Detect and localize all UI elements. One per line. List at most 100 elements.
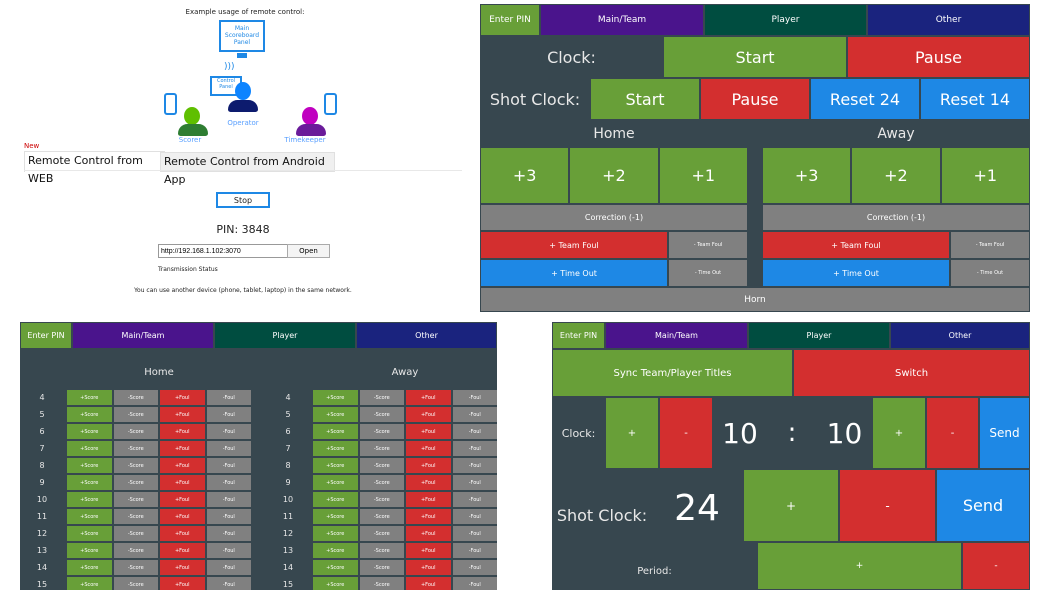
shot-start-button[interactable]: Start	[590, 78, 700, 120]
home-plus-score-button[interactable]: +Score	[66, 508, 113, 525]
tab-android[interactable]: Remote Control from Android App	[160, 152, 335, 186]
away-plus-foul-button[interactable]: +Foul	[405, 406, 452, 423]
home-team-foul-plus-button[interactable]: + Team Foul	[480, 231, 668, 259]
home-plus-score-button[interactable]: +Score	[66, 491, 113, 508]
home-minus-score-button[interactable]: -Score	[112, 457, 159, 474]
tab-main-team[interactable]: Main/Team	[540, 4, 704, 36]
home-plus-foul-button[interactable]: +Foul	[159, 576, 206, 590]
tab-main-team[interactable]: Main/Team	[605, 322, 748, 349]
away-plus-score-button[interactable]: +Score	[312, 576, 359, 590]
home-plus-foul-button[interactable]: +Foul	[159, 559, 206, 576]
sync-titles-button[interactable]: Sync Team/Player Titles	[552, 349, 793, 397]
home-minus-foul-button[interactable]: -Foul	[205, 389, 252, 406]
home-plus-score-button[interactable]: +Score	[66, 474, 113, 491]
tab-other[interactable]: Other	[890, 322, 1030, 349]
away-plus-3-button[interactable]: +3	[762, 147, 852, 204]
away-plus-score-button[interactable]: +Score	[312, 440, 359, 457]
away-team-foul-plus-button[interactable]: + Team Foul	[762, 231, 950, 259]
home-minus-score-button[interactable]: -Score	[112, 423, 159, 440]
home-minus-score-button[interactable]: -Score	[112, 525, 159, 542]
home-plus-score-button[interactable]: +Score	[66, 423, 113, 440]
home-minus-foul-button[interactable]: -Foul	[205, 491, 252, 508]
minutes-plus-button[interactable]: +	[605, 397, 659, 469]
away-minus-foul-button[interactable]: -Foul	[451, 389, 497, 406]
home-plus-foul-button[interactable]: +Foul	[159, 525, 206, 542]
shot-pause-button[interactable]: Pause	[700, 78, 810, 120]
seconds-plus-button[interactable]: +	[872, 397, 926, 469]
clock-start-button[interactable]: Start	[663, 36, 847, 78]
away-plus-foul-button[interactable]: +Foul	[405, 542, 452, 559]
home-timeout-plus-button[interactable]: + Time Out	[480, 259, 668, 287]
open-button[interactable]: Open	[287, 244, 330, 258]
home-plus-foul-button[interactable]: +Foul	[159, 491, 206, 508]
away-plus-foul-button[interactable]: +Foul	[405, 508, 452, 525]
away-plus-score-button[interactable]: +Score	[312, 491, 359, 508]
away-plus-score-button[interactable]: +Score	[312, 457, 359, 474]
home-plus-foul-button[interactable]: +Foul	[159, 389, 206, 406]
home-plus-1-button[interactable]: +1	[658, 147, 748, 204]
home-minus-score-button[interactable]: -Score	[112, 440, 159, 457]
away-minus-score-button[interactable]: -Score	[358, 474, 405, 491]
away-minus-foul-button[interactable]: -Foul	[451, 457, 497, 474]
away-minus-foul-button[interactable]: -Foul	[451, 525, 497, 542]
period-minus-button[interactable]: -	[962, 542, 1030, 590]
away-plus-foul-button[interactable]: +Foul	[405, 491, 452, 508]
home-plus-foul-button[interactable]: +Foul	[159, 423, 206, 440]
home-team-foul-minus-button[interactable]: - Team Foul	[668, 231, 748, 259]
away-plus-1-button[interactable]: +1	[940, 147, 1030, 204]
home-minus-score-button[interactable]: -Score	[112, 576, 159, 590]
away-plus-score-button[interactable]: +Score	[312, 525, 359, 542]
home-minus-score-button[interactable]: -Score	[112, 406, 159, 423]
away-minus-foul-button[interactable]: -Foul	[451, 474, 497, 491]
home-plus-foul-button[interactable]: +Foul	[159, 406, 206, 423]
clock-pause-button[interactable]: Pause	[847, 36, 1030, 78]
away-minus-score-button[interactable]: -Score	[358, 576, 405, 590]
home-minus-score-button[interactable]: -Score	[112, 474, 159, 491]
horn-button[interactable]: Horn	[480, 287, 1030, 312]
home-minus-score-button[interactable]: -Score	[112, 508, 159, 525]
home-plus-2-button[interactable]: +2	[569, 147, 659, 204]
home-minus-score-button[interactable]: -Score	[112, 542, 159, 559]
home-timeout-minus-button[interactable]: - Time Out	[668, 259, 748, 287]
away-plus-score-button[interactable]: +Score	[312, 542, 359, 559]
away-plus-foul-button[interactable]: +Foul	[405, 576, 452, 590]
away-minus-score-button[interactable]: -Score	[358, 491, 405, 508]
home-plus-score-button[interactable]: +Score	[66, 440, 113, 457]
away-minus-score-button[interactable]: -Score	[358, 457, 405, 474]
home-plus-score-button[interactable]: +Score	[66, 542, 113, 559]
home-plus-score-button[interactable]: +Score	[66, 406, 113, 423]
home-plus-score-button[interactable]: +Score	[66, 576, 113, 590]
tab-enter-pin[interactable]: Enter PIN	[20, 322, 72, 349]
reset-24-button[interactable]: Reset 24	[810, 78, 920, 120]
minutes-minus-button[interactable]: -	[659, 397, 713, 469]
home-plus-score-button[interactable]: +Score	[66, 389, 113, 406]
away-minus-foul-button[interactable]: -Foul	[451, 559, 497, 576]
tab-other[interactable]: Other	[867, 4, 1030, 36]
home-minus-score-button[interactable]: -Score	[112, 491, 159, 508]
tab-web[interactable]: Remote Control from WEB	[24, 151, 165, 185]
away-timeout-plus-button[interactable]: + Time Out	[762, 259, 950, 287]
home-minus-foul-button[interactable]: -Foul	[205, 525, 252, 542]
away-plus-score-button[interactable]: +Score	[312, 389, 359, 406]
away-plus-score-button[interactable]: +Score	[312, 423, 359, 440]
home-plus-foul-button[interactable]: +Foul	[159, 440, 206, 457]
away-plus-score-button[interactable]: +Score	[312, 508, 359, 525]
home-minus-foul-button[interactable]: -Foul	[205, 440, 252, 457]
home-plus-score-button[interactable]: +Score	[66, 457, 113, 474]
shot-send-button[interactable]: Send	[936, 469, 1030, 542]
away-plus-2-button[interactable]: +2	[851, 147, 941, 204]
home-minus-foul-button[interactable]: -Foul	[205, 474, 252, 491]
home-plus-foul-button[interactable]: +Foul	[159, 457, 206, 474]
tab-main-team[interactable]: Main/Team	[72, 322, 214, 349]
home-correction-button[interactable]: Correction (-1)	[480, 204, 748, 231]
home-plus-score-button[interactable]: +Score	[66, 559, 113, 576]
url-field[interactable]	[158, 244, 288, 258]
tab-other[interactable]: Other	[356, 322, 497, 349]
away-minus-score-button[interactable]: -Score	[358, 440, 405, 457]
away-timeout-minus-button[interactable]: - Time Out	[950, 259, 1030, 287]
reset-14-button[interactable]: Reset 14	[920, 78, 1030, 120]
away-minus-foul-button[interactable]: -Foul	[451, 491, 497, 508]
tab-player[interactable]: Player	[214, 322, 356, 349]
away-plus-foul-button[interactable]: +Foul	[405, 457, 452, 474]
away-plus-score-button[interactable]: +Score	[312, 406, 359, 423]
